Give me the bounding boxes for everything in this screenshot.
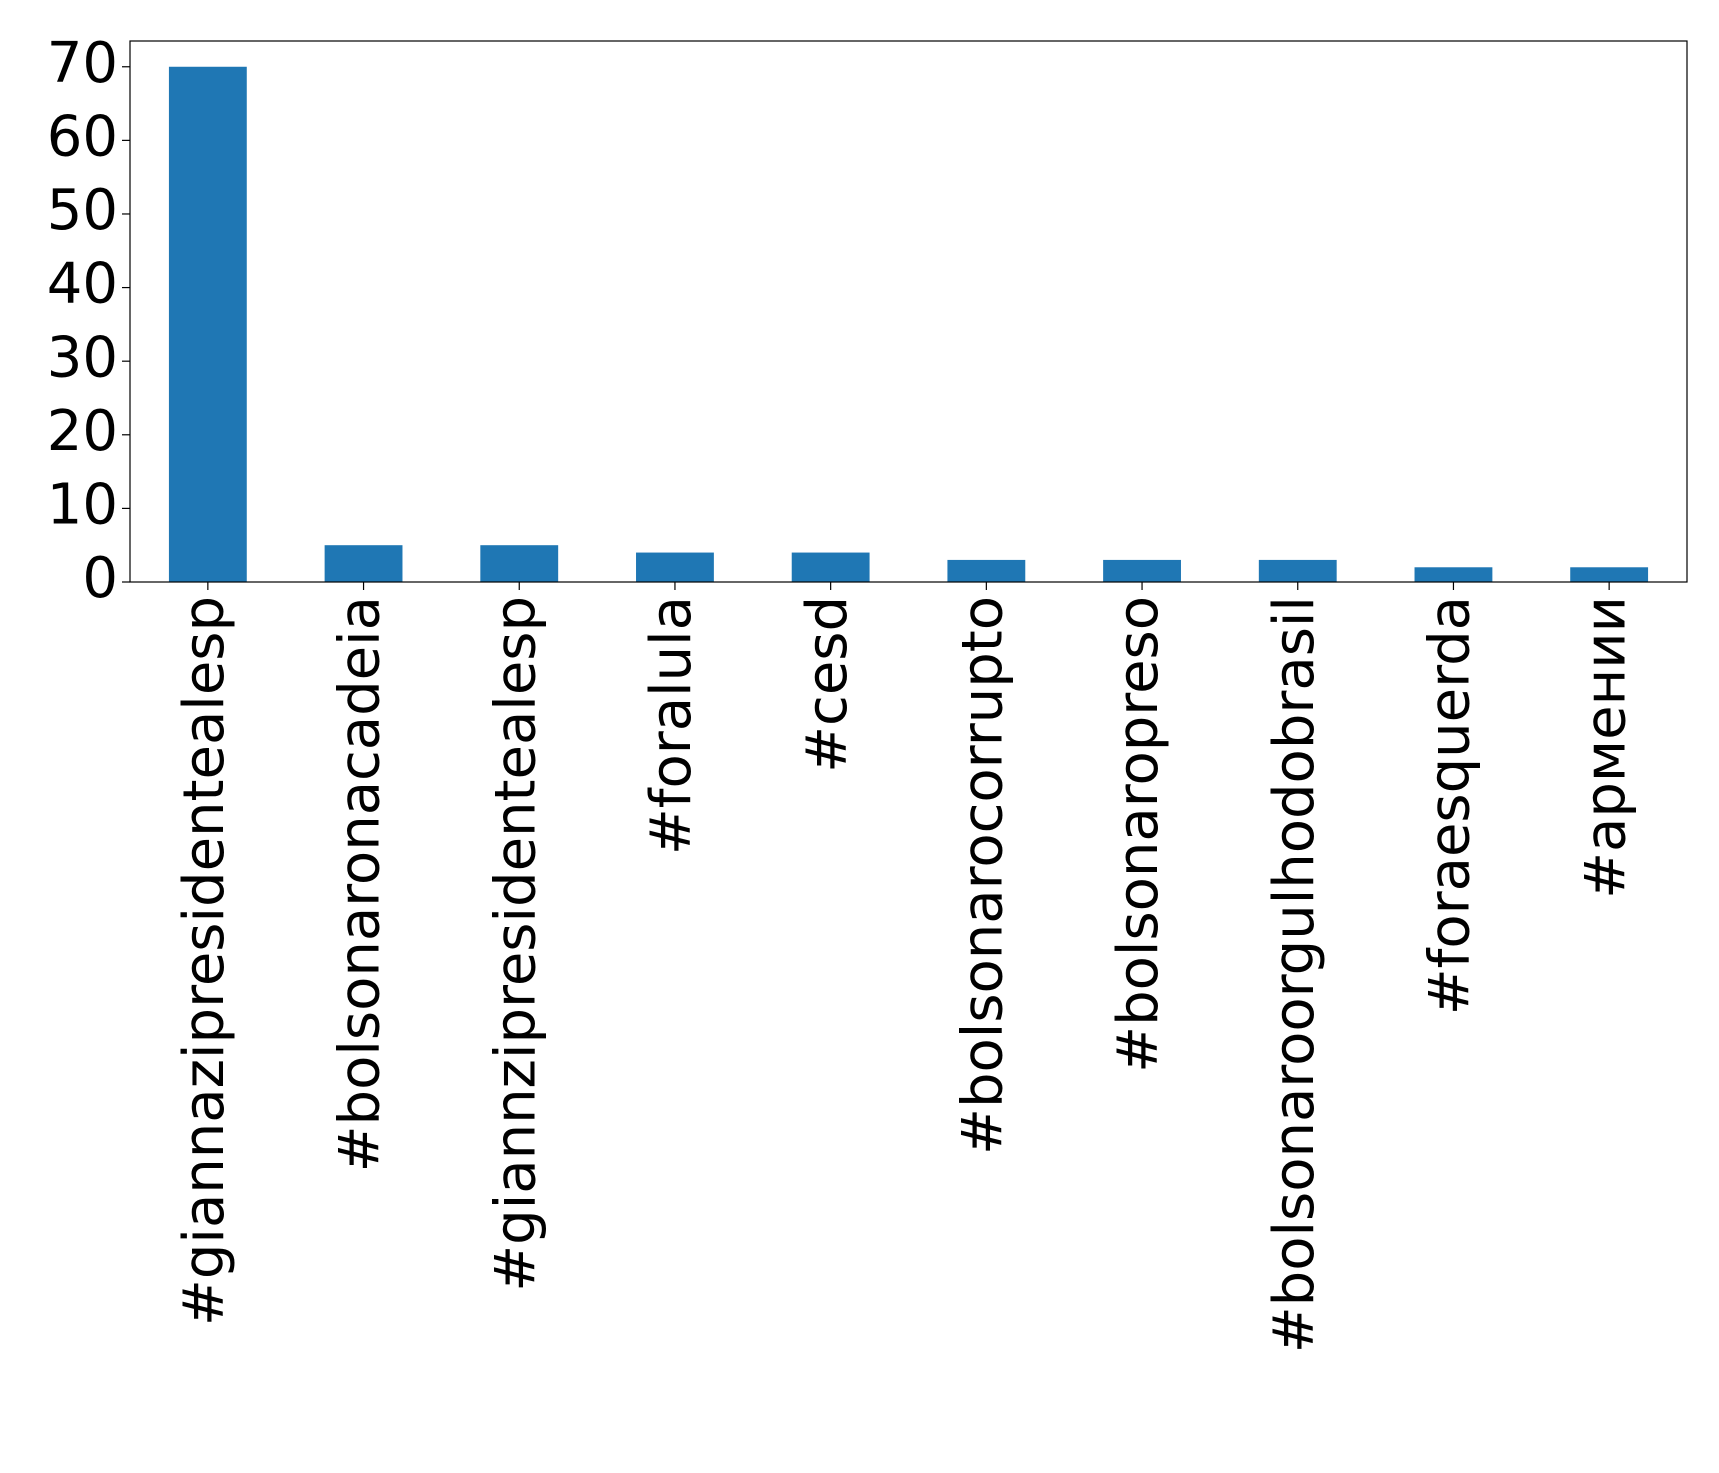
- y-tick-label: 60: [47, 105, 118, 170]
- x-tick-label: #bolsonaropreso: [1106, 596, 1171, 1073]
- y-tick-label: 20: [47, 399, 118, 464]
- x-tick-label: #foralula: [639, 596, 704, 855]
- x-tick-label: #bolsonaroorgulhodobrasil: [1262, 596, 1327, 1353]
- x-tick-label: #армении: [1573, 596, 1638, 899]
- bar: [1570, 567, 1649, 582]
- bar: [636, 552, 714, 582]
- bar: [168, 66, 247, 582]
- plot-frame: [129, 40, 1688, 583]
- y-tick-label: 40: [47, 252, 118, 317]
- y-tick-label: 50: [47, 178, 118, 243]
- x-tick-label: #giannazipresidentealesp: [172, 596, 237, 1326]
- bar: [947, 559, 1026, 582]
- x-tick-label: #bolsonaronacadeia: [328, 596, 393, 1172]
- x-tick-label: #giannzipresidentealesp: [483, 596, 548, 1292]
- y-tick-label: 0: [82, 546, 118, 611]
- bar: [791, 552, 870, 582]
- bar: [1103, 559, 1181, 582]
- bar: [480, 545, 559, 582]
- bar: [324, 545, 403, 582]
- y-tick-label: 70: [47, 31, 118, 96]
- x-tick-label: #cesd: [795, 596, 860, 773]
- bar: [1258, 559, 1337, 582]
- x-tick-label: #foraesquerda: [1418, 596, 1483, 1015]
- x-tick-label: #bolsonarocorrupto: [950, 596, 1015, 1155]
- y-tick-label: 10: [47, 473, 118, 538]
- y-tick-label: 30: [47, 325, 118, 390]
- bar: [1414, 567, 1493, 582]
